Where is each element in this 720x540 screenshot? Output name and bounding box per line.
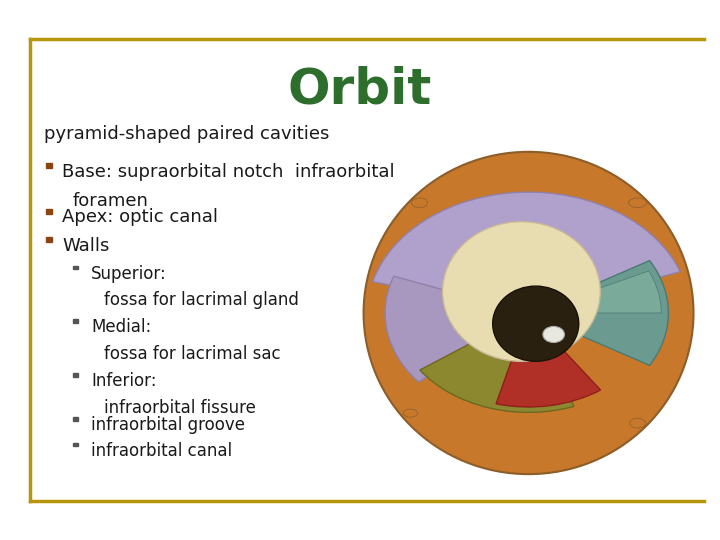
Wedge shape xyxy=(528,271,661,313)
Text: pyramid-shaped paired cavities: pyramid-shaped paired cavities xyxy=(45,125,330,143)
Text: infraorbital canal: infraorbital canal xyxy=(91,442,232,460)
Text: Orbit: Orbit xyxy=(288,66,432,114)
Ellipse shape xyxy=(630,418,645,428)
Bar xyxy=(73,373,78,376)
Text: fossa for lacrimal sac: fossa for lacrimal sac xyxy=(104,345,281,363)
Text: Base: supraorbital notch  infraorbital: Base: supraorbital notch infraorbital xyxy=(63,163,395,180)
Text: Inferior:: Inferior: xyxy=(91,372,156,390)
Text: Walls: Walls xyxy=(63,237,109,255)
Text: Apex: optic canal: Apex: optic canal xyxy=(63,208,218,226)
Text: Superior:: Superior: xyxy=(91,265,167,282)
Ellipse shape xyxy=(629,198,647,208)
Text: foramen: foramen xyxy=(73,192,149,210)
Ellipse shape xyxy=(364,152,693,474)
Wedge shape xyxy=(373,192,680,313)
Bar xyxy=(73,443,78,447)
Text: Medial:: Medial: xyxy=(91,319,151,336)
Bar xyxy=(46,163,53,168)
Ellipse shape xyxy=(403,409,418,417)
Wedge shape xyxy=(528,261,668,366)
Ellipse shape xyxy=(492,286,579,361)
Wedge shape xyxy=(496,313,600,407)
Wedge shape xyxy=(385,276,528,382)
Text: infraorbital groove: infraorbital groove xyxy=(91,416,245,434)
Ellipse shape xyxy=(543,326,564,342)
Text: fossa for lacrimal gland: fossa for lacrimal gland xyxy=(104,292,299,309)
Ellipse shape xyxy=(443,221,600,361)
Bar xyxy=(73,320,78,323)
Bar xyxy=(46,209,53,214)
Text: infraorbital fissure: infraorbital fissure xyxy=(104,399,256,417)
Bar xyxy=(46,238,53,242)
Bar xyxy=(73,266,78,269)
Bar xyxy=(73,417,78,421)
Ellipse shape xyxy=(412,198,428,208)
Wedge shape xyxy=(420,313,574,413)
